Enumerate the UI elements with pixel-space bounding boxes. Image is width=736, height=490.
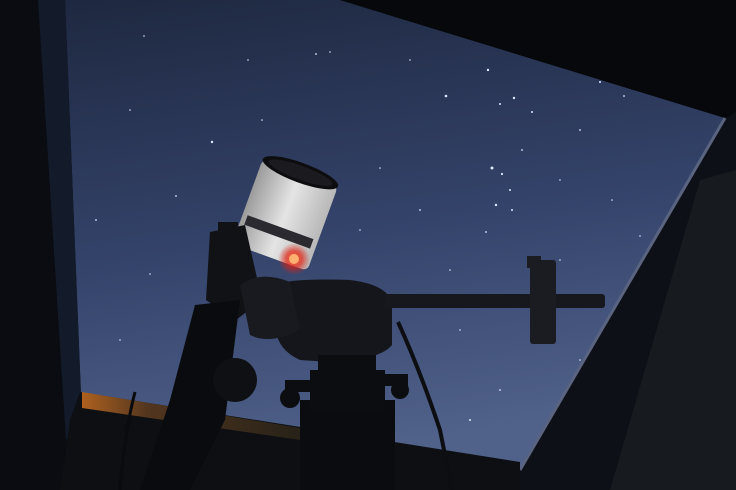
power-cable: [396, 321, 454, 490]
telescope-mount: [275, 279, 409, 410]
telescope-pier: [300, 400, 395, 490]
roof-frame-left-edge: [38, 0, 82, 440]
mount-arm: [140, 300, 240, 490]
counterweight-shaft: [385, 294, 605, 308]
stars: [95, 35, 641, 421]
roof-frame-top: [340, 0, 736, 118]
roof-frame-right-inner: [610, 170, 736, 490]
counterweight: [530, 260, 556, 344]
telescope-body: [206, 222, 300, 339]
telescope-tube: [233, 156, 339, 270]
